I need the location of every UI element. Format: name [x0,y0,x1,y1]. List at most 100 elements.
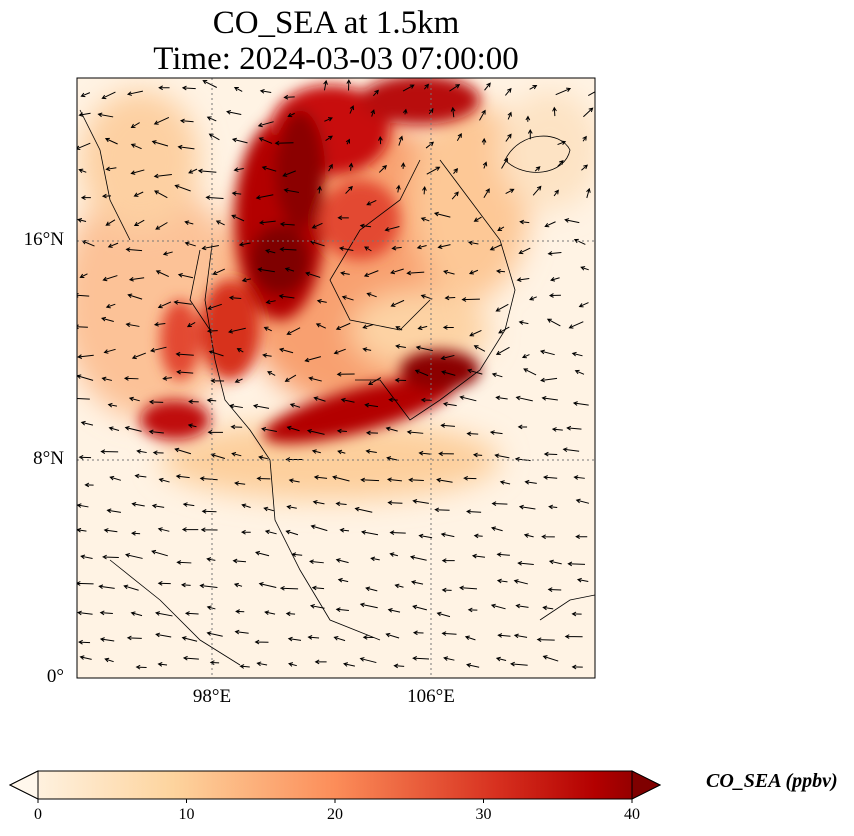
wind-arrow [362,347,372,352]
wind-arrow [108,426,120,431]
wind-arrow [402,108,408,115]
wind-arrow [155,611,173,617]
wind-arrow [180,582,191,588]
wind-arrow [151,503,165,509]
wind-arrow [241,277,251,283]
wind-arrow [489,430,503,435]
wind-arrow [228,327,246,334]
wind-arrow [285,457,303,462]
wind-arrow [157,301,172,309]
wind-arrow [494,453,510,459]
wind-arrow [354,506,373,513]
wind-arrow [370,109,376,117]
wind-arrow [495,303,509,312]
wind-arrow [151,140,169,147]
wind-arrow [99,637,115,642]
wind-arrow [311,585,325,591]
wind-arrow [505,87,512,96]
wind-arrow [551,427,563,432]
wind-arrow [104,137,118,145]
wind-arrow [568,321,584,329]
wind-arrow [78,112,91,117]
wind-arrow [210,378,225,384]
wind-arrow [153,116,170,125]
wind-arrow [362,635,374,640]
wind-arrow [315,323,327,329]
colorbar [8,770,662,800]
wind-arrow [261,165,277,172]
wind-arrow [206,328,218,334]
wind-arrow [466,509,482,515]
wind-arrow [567,561,586,567]
wind-arrow [481,137,487,145]
wind-arrow [426,166,441,175]
wind-arrow [77,581,94,586]
wind-arrow [284,374,297,382]
wind-arrow [125,247,143,252]
wind-arrow [274,140,294,146]
wind-arrow [310,524,328,532]
wind-arrow [343,662,355,667]
wind-arrow [490,526,503,532]
wind-arrow [517,424,528,430]
wind-arrow [443,656,455,661]
wind-arrow [255,550,270,557]
wind-arrow [308,376,322,382]
wind-arrow [207,303,222,311]
colorbar-tick-label: 10 [178,806,195,823]
wind-arrow [364,246,372,252]
wind-arrow [390,268,404,275]
wind-arrow [387,500,403,506]
wind-arrow [133,219,145,227]
wind-arrow [234,629,249,635]
wind-arrow [101,376,113,382]
wind-arrow [340,271,350,276]
wind-arrow [466,431,479,437]
wind-arrow [328,163,333,172]
wind-arrow [544,221,556,228]
wind-arrow [394,583,404,589]
wind-arrow [284,267,295,272]
wind-arrow [100,449,119,454]
wind-arrow [540,377,558,383]
wind-arrow [412,655,430,661]
wind-arrow [209,660,220,665]
wind-arrow [365,449,377,454]
wind-arrow [472,452,483,458]
wind-arrow [212,268,225,276]
x-tick-label: 106°E [407,686,455,707]
wind-arrow [127,293,143,300]
wind-arrow [489,244,502,251]
wind-arrow [582,135,587,142]
wind-vectors [77,79,595,670]
wind-arrow [541,534,555,540]
wind-arrow [105,219,116,226]
wind-arrow [288,662,297,667]
wind-arrow [102,275,118,282]
wind-arrow [206,631,223,637]
wind-arrow [241,503,251,509]
wind-arrow [390,299,405,307]
wind-arrow [201,245,219,251]
wind-arrow [386,477,402,483]
colorbar-min-extend [8,770,39,800]
wind-arrow [158,85,170,91]
wind-arrow [148,399,164,405]
wind-arrow [436,611,451,618]
wind-arrow [101,193,112,199]
wind-arrow [416,244,427,250]
wind-arrow [197,168,217,174]
wind-arrow [154,190,168,199]
wind-arrow [441,370,456,376]
wind-arrow [231,451,242,457]
wind-arrow [580,266,589,271]
wind-arrow [84,482,94,488]
wind-arrow [339,527,350,533]
wind-arrow [578,302,589,308]
wind-arrow [385,426,398,432]
wind-arrow [409,555,427,561]
wind-arrow [529,85,538,90]
wind-arrow [466,663,480,668]
colorbar-ticks [37,799,633,803]
wind-arrow [384,226,400,232]
